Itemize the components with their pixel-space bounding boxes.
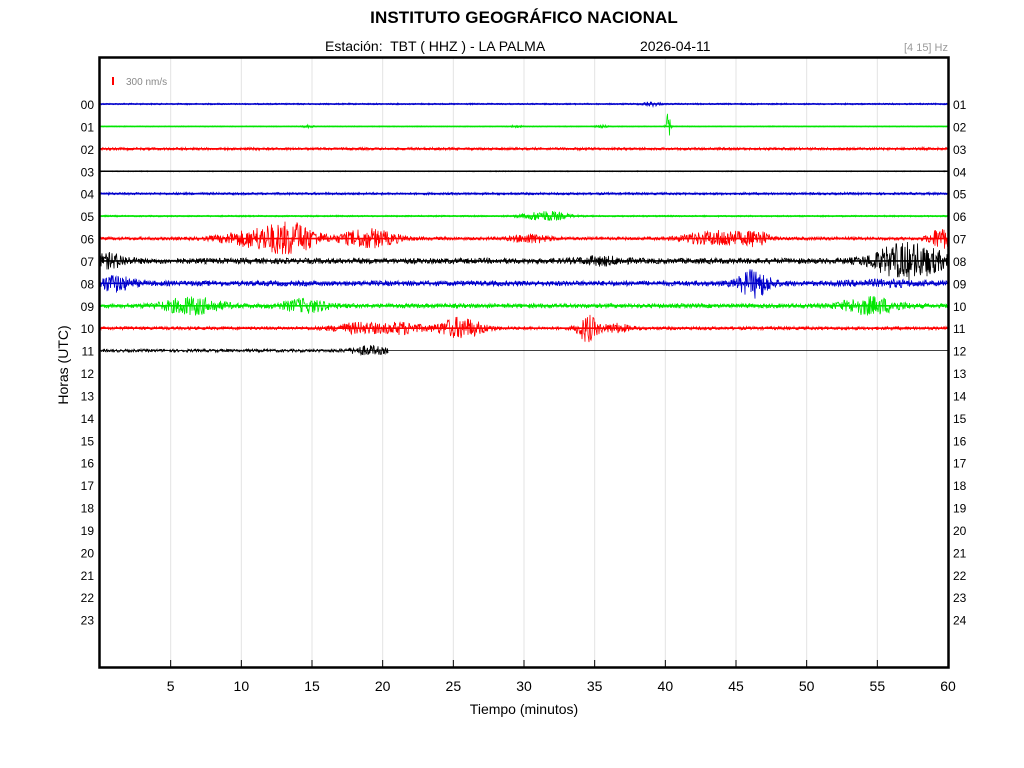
x-tick-label: 60 <box>940 678 956 694</box>
hour-label-right: 08 <box>953 255 967 269</box>
right-hour-labels: 01 02 03 04 05 06 07 08 09 10 11 12 13 14 15 16 17 18 19 20… <box>953 98 967 628</box>
hour-label-right: 21 <box>953 546 967 560</box>
hour-label-right: 02 <box>953 120 967 134</box>
left-hour-labels: 00 01 02 03 04 05 06 07 08 09 10 11 12 13 14 15 16 17 18 19… <box>81 98 95 628</box>
seismic-trace-03 <box>99 169 949 173</box>
hour-label-right: 01 <box>953 98 967 112</box>
hour-label-right: 13 <box>953 367 967 381</box>
x-tick-label: 40 <box>658 678 674 694</box>
seismic-trace-00 <box>99 101 949 109</box>
hour-label-left: 17 <box>81 479 95 493</box>
amplitude-scale-label: 300 nm/s <box>126 77 167 88</box>
plot-frame <box>98 56 950 669</box>
hour-label-left: 10 <box>81 322 95 336</box>
hour-label-right: 15 <box>953 412 967 426</box>
hour-label-right: 09 <box>953 277 967 291</box>
hour-label-left: 02 <box>81 143 95 157</box>
y-axis-label: Horas (UTC) <box>55 325 71 404</box>
hour-label-right: 24 <box>953 614 967 628</box>
seismic-trace-11 <box>99 344 389 356</box>
seismic-trace-10 <box>99 314 949 343</box>
seismic-trace-09 <box>99 296 949 316</box>
hour-label-right: 03 <box>953 143 967 157</box>
hour-label-left: 14 <box>81 412 95 426</box>
hour-label-left: 01 <box>81 120 95 134</box>
hour-label-left: 00 <box>81 98 95 112</box>
hour-label-right: 14 <box>953 389 967 403</box>
hour-label-left: 09 <box>81 300 95 314</box>
hour-label-right: 05 <box>953 188 967 202</box>
seismic-trace-08 <box>99 269 949 299</box>
amplitude-scale-bar <box>112 77 114 85</box>
hour-label-left: 16 <box>81 457 95 471</box>
hour-label-right: 04 <box>953 165 967 179</box>
hour-label-left: 21 <box>81 569 95 583</box>
filter-band-label: [4 15] Hz <box>903 42 948 54</box>
chart-title: INSTITUTO GEOGRÁFICO NACIONAL <box>370 8 678 27</box>
x-tick-label: 50 <box>799 678 815 694</box>
x-axis-ticks: 5 10 15 20 25 30 35 40 45 50 55 60 <box>167 660 956 694</box>
x-tick-label: 15 <box>304 678 320 694</box>
x-tick-label: 35 <box>587 678 603 694</box>
hour-label-right: 12 <box>953 345 967 359</box>
seismic-trace-01 <box>99 113 949 136</box>
seismic-trace-04 <box>99 190 949 197</box>
hour-label-right: 11 <box>953 322 966 336</box>
seismic-trace-06 <box>99 221 949 255</box>
x-axis-label: Tiempo (minutos) <box>470 701 578 717</box>
hour-label-left: 03 <box>81 165 95 179</box>
grid-lines <box>170 58 878 667</box>
x-tick-label: 25 <box>446 678 462 694</box>
x-tick-label: 45 <box>728 678 744 694</box>
hour-label-right: 07 <box>953 233 967 247</box>
seismic-traces <box>99 101 949 356</box>
hour-label-right: 22 <box>953 569 967 583</box>
hour-label-left: 12 <box>81 367 95 381</box>
station-label: Estación: TBT ( HHZ ) - LA PALMA <box>325 38 546 54</box>
hour-label-right: 20 <box>953 524 967 538</box>
hour-label-right: 06 <box>953 210 967 224</box>
hour-label-left: 11 <box>82 345 95 359</box>
hour-label-left: 07 <box>81 255 95 269</box>
hour-label-right: 17 <box>953 457 967 471</box>
hour-label-left: 19 <box>81 524 95 538</box>
hour-label-left: 13 <box>81 389 95 403</box>
hour-label-left: 22 <box>81 591 95 605</box>
x-tick-label: 30 <box>516 678 532 694</box>
hour-label-right: 18 <box>953 479 967 493</box>
hour-label-right: 16 <box>953 434 967 448</box>
x-tick-label: 20 <box>375 678 391 694</box>
hour-label-right: 23 <box>953 591 967 605</box>
seismic-trace-02 <box>99 146 949 152</box>
x-tick-label: 10 <box>234 678 250 694</box>
hour-label-left: 05 <box>81 210 95 224</box>
date-label: 2026-04-11 <box>640 38 711 54</box>
hour-label-left: 08 <box>81 277 95 291</box>
hour-label-right: 19 <box>953 502 967 516</box>
hour-label-left: 18 <box>81 502 95 516</box>
x-tick-label: 5 <box>167 678 175 694</box>
seismic-trace-05 <box>99 210 949 221</box>
hour-label-left: 23 <box>81 614 95 628</box>
hour-label-left: 04 <box>81 188 95 202</box>
hour-label-right: 10 <box>953 300 967 314</box>
x-tick-label: 55 <box>870 678 886 694</box>
hour-label-left: 20 <box>81 546 95 560</box>
hour-label-left: 15 <box>81 434 95 448</box>
hour-label-left: 06 <box>81 233 95 247</box>
seismic-trace-07 <box>99 242 949 281</box>
